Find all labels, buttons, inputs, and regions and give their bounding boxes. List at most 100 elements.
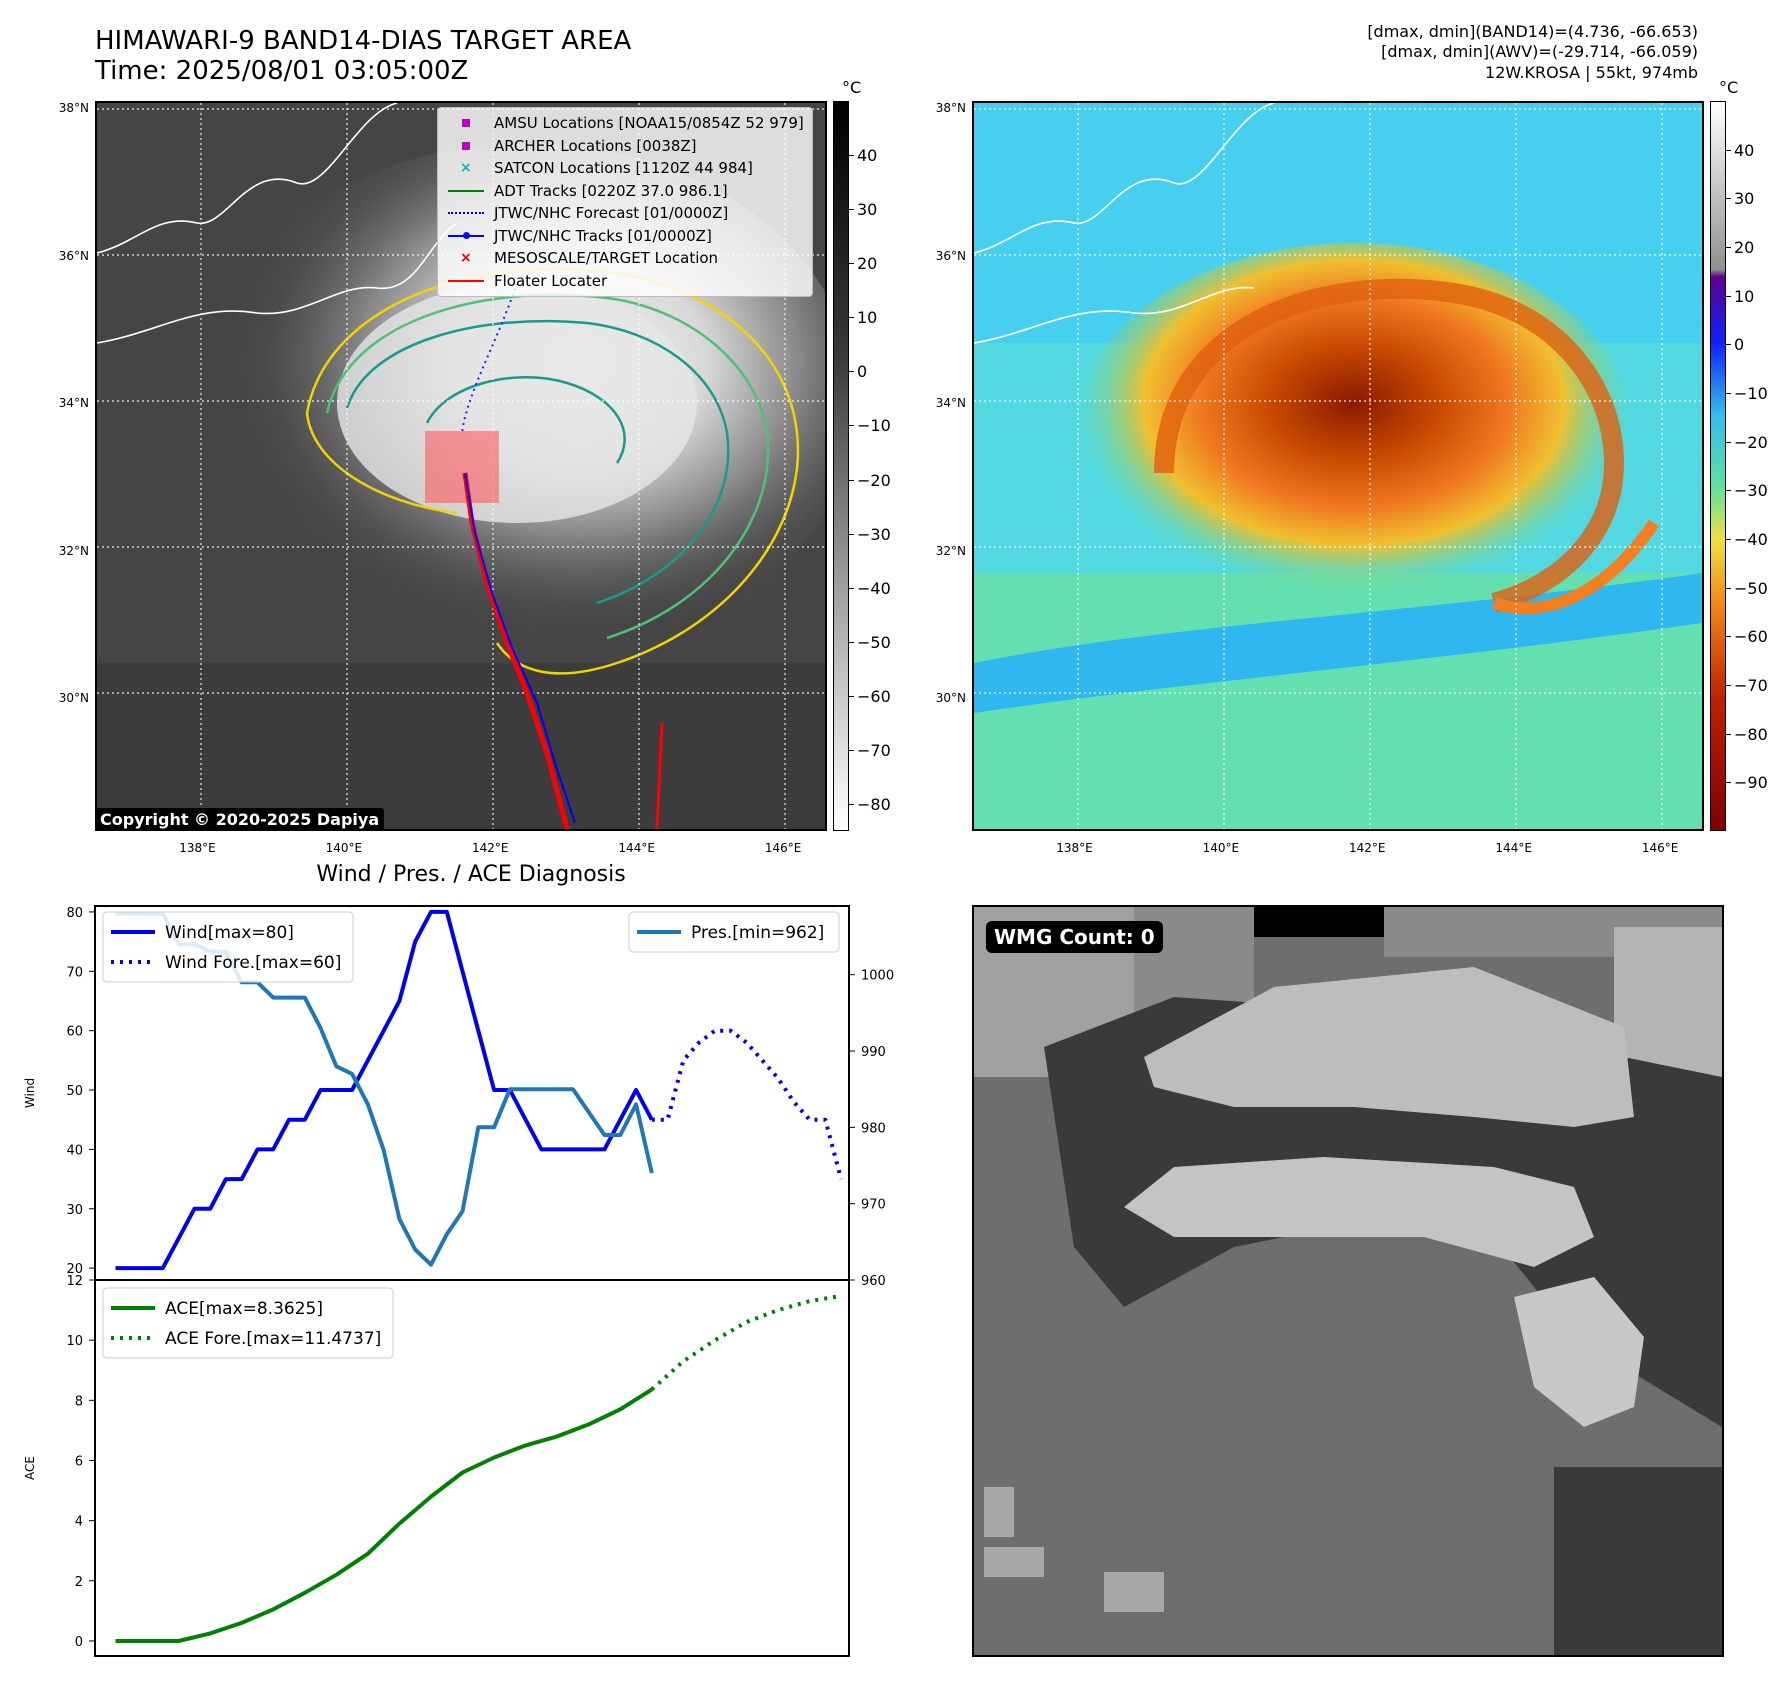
lon-tick-label: 138°E	[1056, 841, 1093, 855]
pressure-tick-label: 1000	[861, 969, 894, 984]
legend-marker-icon	[446, 206, 486, 220]
ace-series-line	[115, 1387, 653, 1643]
wind-tick-label: 50	[66, 1084, 83, 1099]
colorbar-tick	[1726, 247, 1731, 248]
ace-axes-frame	[94, 1279, 850, 1657]
pressure-legend-box	[628, 911, 840, 953]
map-legend-item: ARCHER Locations [0038Z]	[446, 135, 804, 158]
pressure-tick-label: 990	[861, 1045, 886, 1060]
colorbar-tick-label: 30	[857, 200, 878, 220]
colorbar-tick	[1726, 295, 1731, 297]
colorbar-tick-label: 20	[1734, 238, 1755, 257]
map-legend-label: Floater Locater	[494, 271, 608, 290]
colorbar-tick	[1726, 393, 1731, 394]
ace-tick-label: 0	[75, 1635, 83, 1650]
map-time: Time: 2025/08/01 03:05:00Z	[95, 56, 469, 86]
lat-tick-label: 36°N	[935, 248, 966, 263]
lon-tick-label: 140°E	[1202, 841, 1240, 855]
colorbar-tick	[849, 695, 854, 697]
map-legend-label: MESOSCALE/TARGET Location	[494, 249, 719, 267]
colorbar-tick-label: −20	[1734, 432, 1768, 452]
dmax-awv: [dmax, dmin](AWV)=(-29.714, -66.059)	[1381, 42, 1698, 61]
colorbar-tick-label: −60	[1734, 627, 1768, 647]
colorbar-tick-label: −10	[1734, 384, 1768, 403]
ace-forecast-series-line	[650, 1293, 842, 1391]
colorbar-tick	[1726, 636, 1731, 638]
colorbar-tick	[1726, 344, 1731, 346]
lon-tick-label: 138°E	[179, 841, 216, 855]
legend-marker-icon	[446, 116, 486, 130]
wmg-count-badge: WMG Count: 0	[986, 921, 1163, 953]
colorbar-tick-label: 30	[1734, 189, 1755, 209]
wind-tick-label: 60	[66, 1025, 83, 1040]
colorbar-tick-label: −10	[857, 416, 891, 436]
wind-forecast-series-line	[651, 1028, 844, 1180]
map-legend-label: AMSU Locations [NOAA15/0854Z 52 979]	[494, 114, 804, 132]
pressure-tick-label: 960	[861, 1274, 886, 1289]
colorbar-tick-label: −70	[1734, 676, 1768, 695]
wind-tick-label: 80	[66, 906, 83, 921]
map-title: HIMAWARI-9 BAND14-DIAS TARGET AREA	[95, 26, 632, 56]
colorbar-tick	[849, 155, 854, 157]
colorbar-tick	[849, 587, 854, 589]
ace-legend-box	[102, 1287, 394, 1359]
lon-tick-label: 144°E	[1495, 841, 1532, 855]
colorbar-tick	[1726, 198, 1731, 200]
colorbar-tick-label: −50	[857, 632, 891, 652]
wind-tick-label: 20	[66, 1262, 83, 1277]
map-legend-item: JTWC/NHC Forecast [01/0000Z]	[446, 202, 804, 225]
wind-axis-label: Wind	[23, 1078, 37, 1108]
lat-tick-label: 36°N	[58, 248, 89, 263]
colorbar-tick-label: −40	[1734, 530, 1768, 549]
lon-tick-label: 146°E	[1641, 841, 1679, 855]
ace-tick-label: 10	[66, 1334, 83, 1349]
map-legend-item: AMSU Locations [NOAA15/0854Z 52 979]	[446, 112, 804, 135]
colorbar-tick	[849, 533, 854, 535]
ace-tick-label: 6	[75, 1454, 83, 1469]
colorbar-tick-label: 10	[1734, 286, 1755, 306]
wind-legend-label: Wind Fore.[max=60]	[165, 953, 341, 973]
colorbar-tick-label: −30	[857, 524, 891, 544]
legend-marker-icon	[446, 274, 486, 288]
pressure-tick-label: 980	[861, 1121, 886, 1136]
colorbar-tick-label: 40	[1734, 140, 1755, 160]
colorbar-tick-label: 40	[857, 146, 878, 166]
ace-tick-label: 12	[66, 1274, 83, 1289]
colorbar-tick	[1726, 782, 1731, 784]
pressure-tick-label: 970	[861, 1198, 886, 1213]
colorbar-tick-label: −20	[857, 470, 891, 490]
lon-tick-label: 140°E	[325, 841, 363, 855]
colorbar-tick-label: 0	[1734, 335, 1745, 355]
legend-marker-icon: ×	[460, 250, 472, 267]
lon-tick-label: 142°E	[472, 841, 509, 855]
colorbar-tick	[849, 749, 854, 751]
wind-legend-label: Wind[max=80]	[165, 923, 294, 943]
lat-tick-label: 34°N	[935, 396, 966, 411]
awv-map-image	[974, 103, 1702, 829]
map-legend-label: JTWC/NHC Forecast [01/0000Z]	[494, 204, 729, 222]
ace-legend-label: ACE[max=8.3625]	[165, 1299, 323, 1319]
wind-tick-label: 70	[66, 965, 83, 980]
diagnosis-chart: 807060504030201000990980970960121086420W…	[23, 905, 894, 1657]
colorbar-tick	[1726, 539, 1731, 540]
map-legend-item: × MESOSCALE/TARGET Location	[446, 247, 804, 270]
legend-marker-icon: ×	[460, 160, 472, 177]
legend-marker-icon	[446, 184, 486, 198]
colorbar-tick-label: −50	[1734, 578, 1768, 598]
pressure-legend-label: Pres.[min=962]	[691, 923, 824, 943]
wmg-image	[974, 907, 1722, 1655]
lon-tick-label: 146°E	[764, 841, 802, 855]
map-legend: AMSU Locations [NOAA15/0854Z 52 979] ARCH…	[437, 107, 813, 297]
awv-map-panel	[972, 101, 1704, 831]
diagnosis-title: Wind / Pres. / ACE Diagnosis	[316, 862, 626, 887]
colorbar-tick	[1726, 685, 1731, 686]
colorbar-tick	[849, 317, 854, 319]
colorbar-tick	[1726, 149, 1731, 151]
colorbar-tick	[849, 803, 854, 805]
ace-axis-label: ACE	[23, 1456, 37, 1480]
map-legend-label: ARCHER Locations [0038Z]	[494, 136, 697, 155]
lon-tick-label: 144°E	[618, 841, 655, 855]
ace-tick-label: 8	[75, 1394, 83, 1409]
dmax-band14: [dmax, dmin](BAND14)=(4.736, -66.653)	[1367, 22, 1698, 41]
colorbar-tick	[849, 425, 854, 427]
